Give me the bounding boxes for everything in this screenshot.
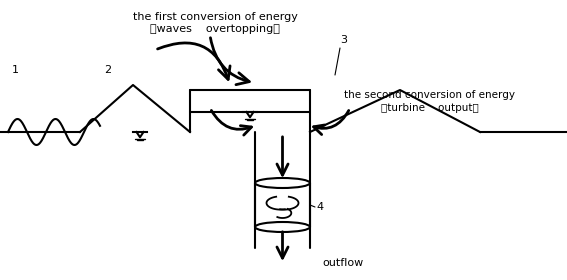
Text: 1: 1: [11, 65, 19, 75]
Text: the second conversion of energy: the second conversion of energy: [345, 90, 515, 100]
Text: the first conversion of energy: the first conversion of energy: [133, 12, 298, 22]
Text: 3: 3: [340, 35, 347, 45]
Text: （waves    overtopping）: （waves overtopping）: [150, 24, 280, 34]
Text: （turbine    output）: （turbine output）: [381, 103, 479, 113]
Text: outflow: outflow: [322, 258, 363, 268]
Text: 2: 2: [104, 65, 112, 75]
Text: 4: 4: [316, 202, 323, 212]
